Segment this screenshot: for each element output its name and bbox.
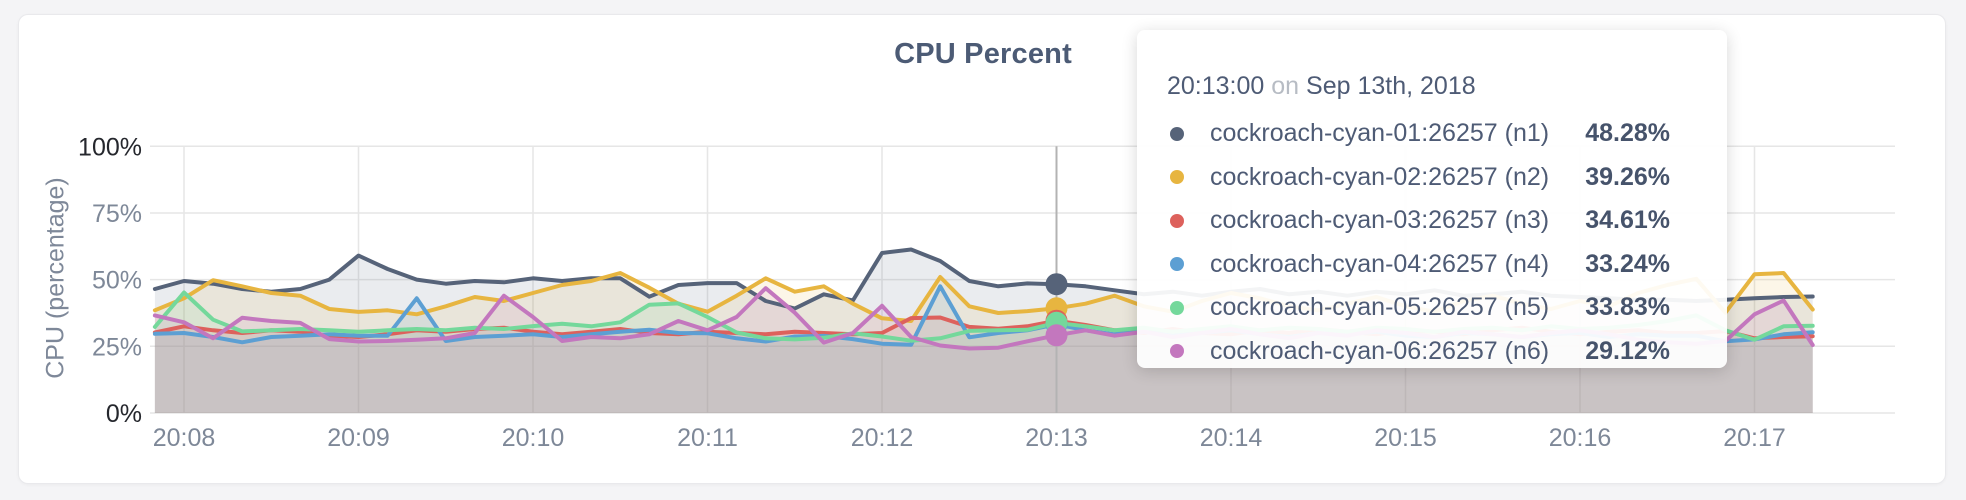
series-area-n5: [154, 292, 1813, 413]
series-name: cockroach-cyan-02:26257 (n2): [1210, 162, 1550, 191]
x-tick-label: 20:14: [1200, 424, 1263, 452]
x-tick-label: 20:17: [1723, 424, 1786, 452]
series-value: 33.24%: [1585, 249, 1670, 278]
y-tick-label: 50%: [92, 267, 142, 295]
series-value: 33.83%: [1585, 293, 1670, 322]
series-value: 39.26%: [1585, 162, 1670, 191]
x-tick-label: 20:12: [851, 424, 914, 452]
series-color-dot: [1170, 344, 1184, 359]
series-value: 29.12%: [1585, 336, 1670, 365]
series-color-dot: [1170, 170, 1184, 185]
tooltip-date: Sep 13th, 2018: [1306, 72, 1476, 100]
series-color-dot: [1170, 300, 1184, 315]
y-tick-label: 75%: [92, 200, 142, 228]
tooltip-series-row: cockroach-cyan-04:26257 (n4) 33.24%: [1167, 243, 1670, 287]
hover-point[interactable]: [1045, 273, 1068, 296]
series-color-dot: [1170, 213, 1184, 228]
tooltip-series-row: cockroach-cyan-02:26257 (n2) 39.26%: [1167, 156, 1670, 200]
tooltip-connector: on: [1271, 72, 1300, 100]
tooltip-time: 20:13:00: [1167, 72, 1265, 100]
series-name: cockroach-cyan-05:26257 (n5): [1210, 293, 1550, 322]
series-name: cockroach-cyan-01:26257 (n1): [1210, 119, 1550, 148]
series-name: cockroach-cyan-06:26257 (n6): [1210, 336, 1550, 365]
tooltip-series-row: cockroach-cyan-03:26257 (n3) 34.61%: [1167, 199, 1670, 243]
hover-point[interactable]: [1045, 324, 1068, 347]
y-tick-label: 100%: [78, 133, 142, 161]
y-tick-label: 25%: [92, 333, 142, 361]
tooltip-series-row: cockroach-cyan-01:26257 (n1) 48.28%: [1167, 112, 1670, 156]
series-name: cockroach-cyan-04:26257 (n4): [1210, 249, 1550, 278]
series-name: cockroach-cyan-03:26257 (n3): [1210, 206, 1550, 235]
x-tick-label: 20:08: [153, 424, 216, 452]
series-color-dot: [1170, 126, 1184, 141]
chart-tooltip: 20:13:00 on Sep 13th, 2018 cockroach-cya…: [1137, 30, 1727, 368]
x-tick-label: 20:15: [1374, 424, 1437, 452]
series-value: 48.28%: [1585, 119, 1670, 148]
x-tick-label: 20:09: [327, 424, 390, 452]
series-color-dot: [1170, 257, 1184, 272]
x-tick-label: 20:10: [502, 424, 565, 452]
chart-title: CPU Percent: [894, 38, 1072, 70]
series-area-n6: [154, 288, 1813, 413]
x-tick-label: 20:11: [677, 424, 738, 452]
tooltip-series-row: cockroach-cyan-05:26257 (n5) 33.83%: [1167, 286, 1670, 330]
series-value: 34.61%: [1585, 206, 1670, 235]
x-tick-label: 20:16: [1549, 424, 1612, 452]
y-tick-label: 0%: [106, 400, 142, 428]
tooltip-series-row: cockroach-cyan-06:26257 (n6) 29.12%: [1167, 330, 1670, 374]
x-tick-label: 20:13: [1025, 424, 1088, 452]
tooltip-header: 20:13:00 on Sep 13th, 2018: [1167, 70, 1670, 102]
tooltip-series-list: cockroach-cyan-01:26257 (n1) 48.28% cockro…: [1167, 112, 1670, 373]
